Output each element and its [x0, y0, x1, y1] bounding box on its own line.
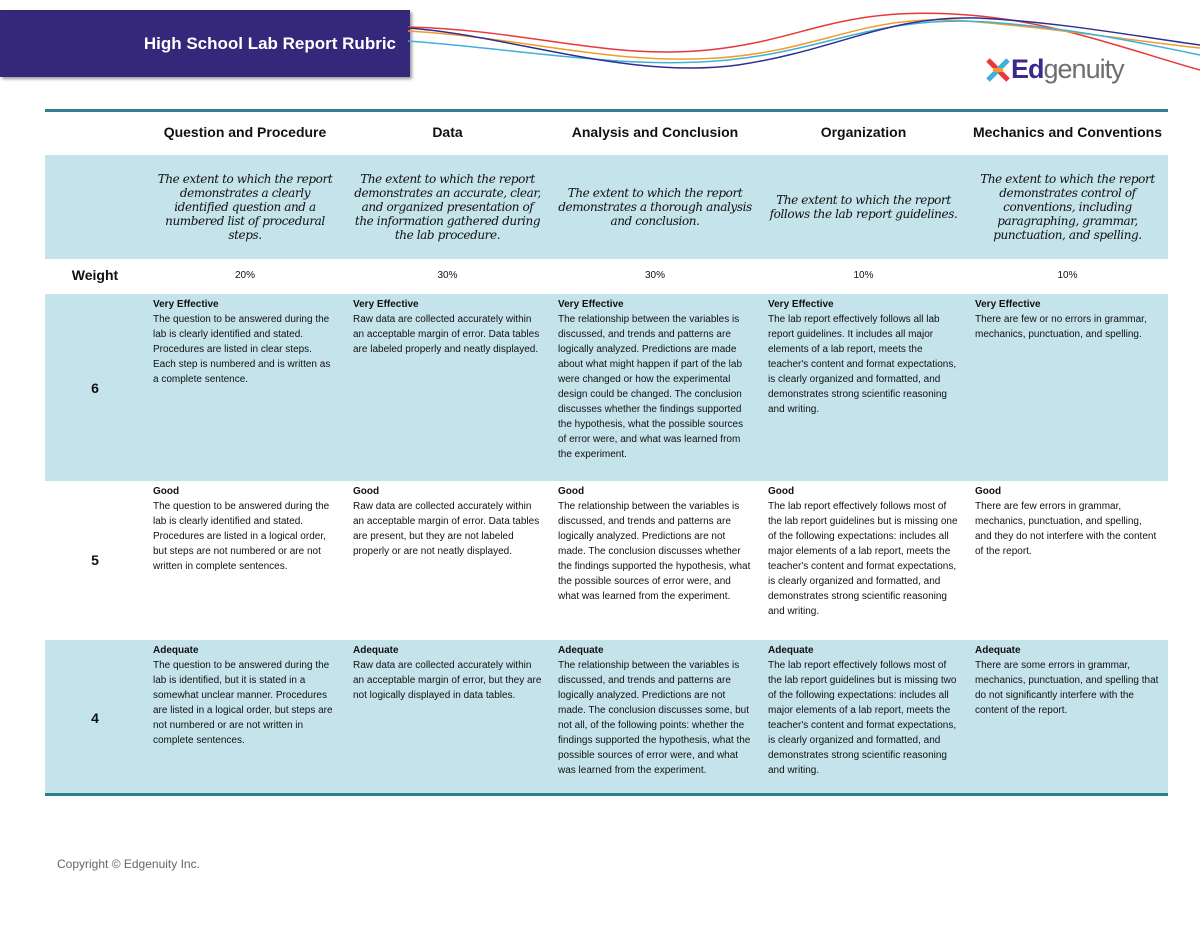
- weight-value: 10%: [1057, 269, 1078, 281]
- score-row-4: 4 Adequate The question to be answered dur…: [45, 638, 1168, 795]
- level-description: There are some errors in grammar, mechan…: [975, 660, 1159, 716]
- level-label: Very Effective: [558, 299, 624, 310]
- column-description: The extent to which the report follows t…: [760, 153, 967, 259]
- rubric-cell: Adequate The relationship between the var…: [550, 638, 760, 795]
- level-description: There are few or no errors in grammar, m…: [975, 314, 1147, 340]
- level-label: Adequate: [975, 645, 1021, 656]
- rubric-cell: Adequate There are some errors in grammar…: [967, 638, 1168, 795]
- rubric-cell: Very Effective The lab report effectively…: [760, 292, 967, 481]
- level-label: Very Effective: [768, 299, 834, 310]
- weight-row: Weight 20% 30% 30% 10% 10%: [45, 259, 1168, 293]
- level-description: The relationship between the variables i…: [558, 314, 744, 460]
- level-label: Adequate: [353, 645, 399, 656]
- rubric-cell: Very Effective Raw data are collected acc…: [345, 292, 550, 481]
- rubric-cell: Adequate Raw data are collected accuratel…: [345, 638, 550, 795]
- level-description: The lab report effectively follows all l…: [768, 314, 957, 415]
- weight-value: 10%: [853, 269, 874, 281]
- column-description: The extent to which the report demonstra…: [550, 153, 760, 259]
- level-description: The relationship between the variables i…: [558, 500, 751, 602]
- column-description: The extent to which the report demonstra…: [967, 153, 1168, 259]
- level-description: Raw data are collected accurately within…: [353, 314, 540, 355]
- level-description: There are few errors in grammar, mechani…: [975, 500, 1157, 557]
- edgenuity-logo: Ed genuity: [985, 54, 1125, 85]
- level-label: Good: [153, 485, 180, 497]
- logo-x-icon: [986, 57, 1010, 82]
- decorative-waves: [408, 12, 1200, 71]
- score-label: 6: [45, 292, 145, 481]
- level-label: Good: [558, 485, 585, 497]
- header-row: Question and Procedure Data Analysis and…: [45, 111, 1168, 154]
- rubric-cell: Adequate The lab report effectively follo…: [760, 638, 967, 795]
- column-header: Data: [432, 124, 463, 140]
- score-label: 5: [91, 551, 99, 568]
- level-description: Raw data are collected accurately within…: [353, 500, 540, 557]
- rubric-cell: Very Effective The relationship between t…: [550, 292, 760, 481]
- page-title: High School Lab Report Rubric: [143, 33, 396, 53]
- score-label: 4: [45, 638, 145, 795]
- level-label: Very Effective: [975, 299, 1041, 310]
- level-label: Good: [768, 485, 795, 497]
- weight-value: 20%: [234, 269, 255, 281]
- level-label: Very Effective: [153, 299, 219, 310]
- level-description: The lab report effectively follows most …: [768, 500, 958, 617]
- level-label: Adequate: [153, 645, 199, 656]
- level-description: The question to be answered during the l…: [153, 660, 333, 746]
- level-description: Raw data are collected accurately within…: [353, 660, 542, 701]
- level-label: Very Effective: [353, 299, 419, 310]
- title-banner: High School Lab Report Rubric: [0, 10, 410, 77]
- rubric-cell: Very Effective There are few or no errors…: [967, 292, 1168, 481]
- column-description: The extent to which the report demonstra…: [145, 153, 345, 259]
- description-row: The extent to which the report demonstra…: [45, 153, 1168, 259]
- level-label: Good: [975, 485, 1002, 497]
- rubric-cell: Very Effective The question to be answere…: [145, 292, 345, 481]
- rubric-cell: Good The lab report effectively follows m…: [760, 481, 967, 639]
- weight-value: 30%: [644, 269, 665, 281]
- column-header: Mechanics and Conventions: [972, 124, 1163, 140]
- column-description: The extent to which the report demonstra…: [345, 153, 550, 259]
- score-row-6: 6 Very Effective The question to be answer…: [45, 292, 1168, 481]
- rubric-table: Question and Procedure Data Analysis and…: [45, 109, 1168, 796]
- rubric-cell: Adequate The question to be answered duri…: [145, 638, 345, 795]
- copyright: Copyright © Edgenuity Inc.: [57, 857, 200, 871]
- level-description: The question to be answered during the l…: [153, 314, 331, 385]
- column-header: Analysis and Conclusion: [571, 124, 739, 140]
- level-description: The question to be answered during the l…: [153, 500, 330, 572]
- level-description: The relationship between the variables i…: [558, 660, 751, 776]
- column-header: Organization: [820, 124, 907, 140]
- level-description: The lab report effectively follows most …: [768, 660, 957, 776]
- rubric-cell: Good The relationship between the variabl…: [550, 481, 760, 639]
- level-label: Good: [353, 485, 380, 497]
- rubric-cell: Good There are few errors in grammar, mec…: [967, 481, 1168, 639]
- rubric-cell: Good The question to be answered during t…: [145, 481, 345, 639]
- rubric-cell: Good Raw data are collected accurately wi…: [345, 481, 550, 639]
- column-header: Question and Procedure: [163, 124, 327, 140]
- level-label: Adequate: [768, 645, 814, 656]
- weight-label: Weight: [71, 267, 119, 283]
- score-row-5: 5 Good The question to be answered during …: [45, 481, 1168, 639]
- weight-value: 30%: [437, 269, 458, 281]
- level-label: Adequate: [558, 645, 604, 656]
